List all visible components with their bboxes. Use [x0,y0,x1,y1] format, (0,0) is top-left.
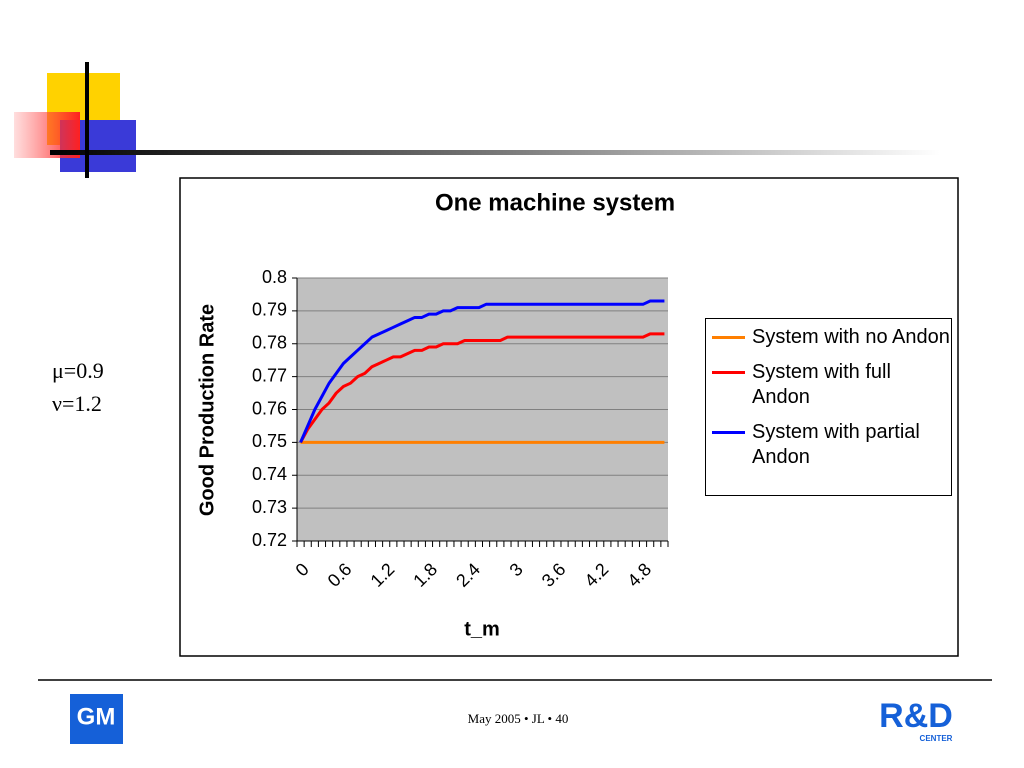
footer: May 2005 • JL • 40 [468,711,569,726]
legend-label: System with full Andon [752,361,891,408]
y-tick-label: 0.8 [262,267,287,287]
legend-swatch [712,336,745,339]
y-tick-label: 0.77 [252,365,287,385]
chart-title: One machine system [435,189,675,216]
y-tick-label: 0.79 [252,300,287,320]
legend-label: System with no Andon [752,326,950,348]
rd-logo-text: R&D [879,697,953,735]
decor-vline [85,62,89,178]
legend-entry: System with no Andon [712,325,951,350]
legend-swatch [712,431,745,434]
legend-entry: System with partial Andon [712,420,951,470]
decor-line [50,150,940,155]
y-tick-label: 0.72 [252,530,287,550]
gm-logo [70,694,123,744]
param: μ=0.9 [52,358,104,383]
y-tick-label: 0.73 [252,497,287,517]
series-line [299,332,665,444]
y-axis-label: Good Production Rate [196,304,218,516]
legend-entry: System with full Andon [712,360,951,410]
legend: System with no Andon System with full And… [705,318,952,496]
y-tick-label: 0.75 [252,431,287,451]
legend-label: System with partial Andon [752,421,920,468]
x-axis-label: t_m [464,618,500,640]
y-tick-label: 0.78 [252,333,287,353]
legend-swatch [712,371,745,374]
rd-logo-sub: CENTER [920,734,953,743]
series-line [299,299,665,443]
param: ν=1.2 [52,391,102,416]
y-tick-label: 0.76 [252,398,287,418]
gm-logo-text: GM [77,703,116,730]
y-tick-label: 0.74 [252,464,287,484]
